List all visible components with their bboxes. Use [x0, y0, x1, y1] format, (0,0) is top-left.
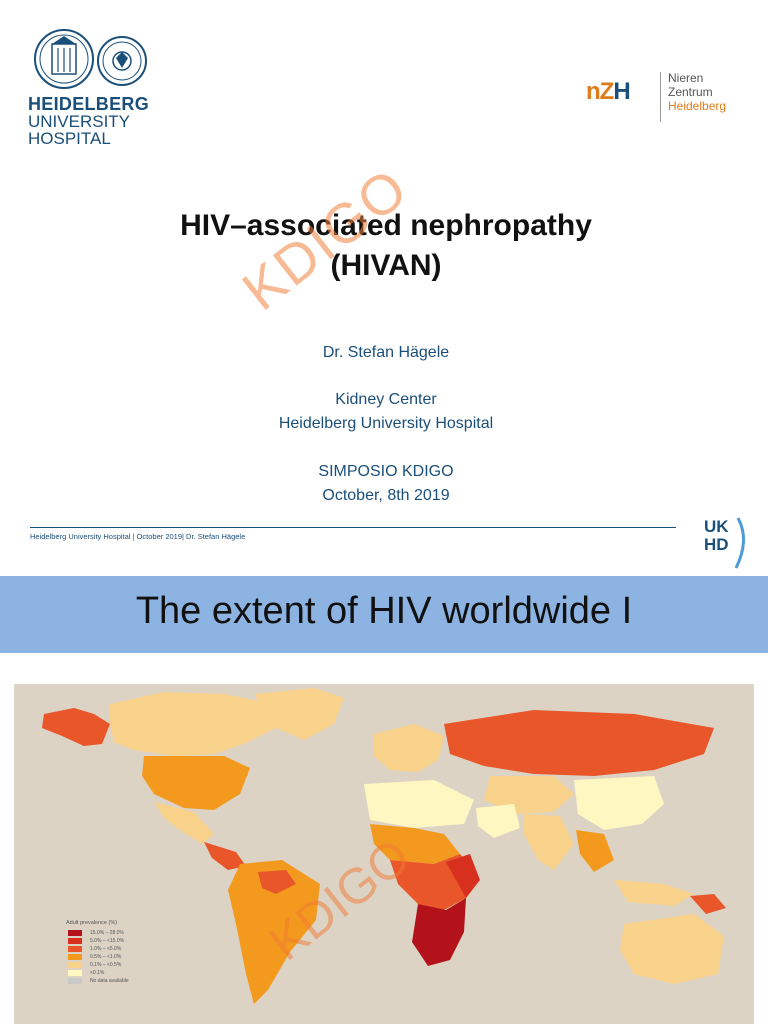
- canada-region: [110, 692, 284, 756]
- legend-label: <0.1%: [90, 970, 105, 976]
- nzh-line1: Nieren: [668, 71, 704, 85]
- legend-label: 15.0% – 28.0%: [90, 930, 124, 936]
- legend-swatch: [68, 938, 82, 944]
- legend-swatch: [68, 954, 82, 960]
- hospital-name-line1: HEIDELBERG: [28, 94, 150, 114]
- alaska-region: [42, 708, 110, 746]
- legend-swatch: [68, 962, 82, 968]
- middle-east-region: [476, 804, 520, 838]
- mexico-region: [154, 802, 214, 844]
- australia-region: [620, 914, 724, 984]
- legend-swatch: [68, 970, 82, 976]
- ukhd-logo: UK HD: [700, 514, 752, 570]
- nzh-line3: Heidelberg: [668, 99, 727, 113]
- southern-africa-region: [412, 898, 466, 966]
- world-hiv-prevalence-map: KDIGO Adult prevalence (%) 15.0% – 28.0%…: [14, 684, 754, 1024]
- hospital-name-line2: UNIVERSITY: [28, 112, 131, 131]
- footer-divider: [30, 527, 676, 528]
- event-line2: October, 8th 2019: [322, 487, 450, 504]
- greenland-region: [254, 688, 344, 740]
- hospital-name-line3: HOSPITAL: [28, 129, 111, 148]
- legend-label: 0.1% – <0.5%: [90, 962, 122, 968]
- nzh-divider: [660, 72, 661, 122]
- slide-title: HIV–associated nephropathy (HIVAN): [0, 206, 768, 286]
- west-africa-region: [370, 824, 460, 864]
- nierenzentrum-logo: nZH Nieren Zentrum Heidelberg: [586, 71, 746, 124]
- nzh-mark-a: nZ: [586, 78, 614, 105]
- southeast-asia-region: [576, 830, 614, 872]
- slide-title-line2: (HIVAN): [330, 249, 442, 282]
- south-america-region: [228, 860, 320, 1004]
- east-africa-region: [446, 854, 480, 898]
- indonesia-region: [614, 880, 694, 906]
- legend-swatch: [68, 930, 82, 936]
- nzh-mark: nZH: [586, 78, 631, 106]
- legend-label: No data available: [90, 978, 129, 984]
- author: Dr. Stefan Hägele: [322, 344, 450, 361]
- map-legend: Adult prevalence (%) 15.0% – 28.0% 5.0% …: [66, 920, 206, 1015]
- central-asia-region: [484, 776, 574, 814]
- legend-label: 5.0% – <15.0%: [90, 938, 125, 944]
- russia-region: [444, 710, 714, 776]
- map-slide: The extent of HIV worldwide I: [0, 572, 768, 1024]
- heidelberg-university-hospital-logo: HEIDELBERG UNIVERSITY HOSPITAL: [28, 28, 178, 158]
- world-map-graphic: [42, 688, 726, 1004]
- europe-region: [374, 724, 444, 772]
- north-africa-region: [364, 780, 474, 828]
- papua-new-guinea-region: [690, 894, 726, 914]
- india-region: [524, 814, 574, 870]
- affiliation-line1: Kidney Center: [335, 391, 437, 408]
- affiliation-line2: Heidelberg University Hospital: [278, 415, 494, 432]
- ukhd-arc-icon: [734, 517, 745, 569]
- hospital-name: HEIDELBERG UNIVERSITY HOSPITAL: [28, 94, 150, 148]
- nzh-mark-b: H: [613, 78, 630, 105]
- ukhd-line2: HD: [704, 535, 729, 554]
- title-slide: HEIDELBERG UNIVERSITY HOSPITAL nZH Niere…: [0, 28, 768, 570]
- legend-swatch: [68, 978, 82, 984]
- ukhd-line1: UK: [704, 517, 729, 536]
- legend-title: Adult prevalence (%): [66, 920, 118, 926]
- nzh-line2: Zentrum: [668, 85, 713, 99]
- map-slide-title: The extent of HIV worldwide I: [135, 590, 633, 632]
- legend-label: 0.5% – <1.0%: [90, 954, 122, 960]
- slide-title-line1: HIV–associated nephropathy: [180, 209, 592, 242]
- slide-title-banner: The extent of HIV worldwide I: [0, 576, 768, 653]
- event-line1: SIMPOSIO KDIGO: [318, 463, 454, 480]
- nzh-text: Nieren Zentrum Heidelberg: [668, 71, 726, 113]
- legend-label: 1.0% – <5.0%: [90, 946, 122, 952]
- guyana-region: [258, 870, 296, 894]
- usa-region: [142, 756, 250, 810]
- legend-swatch: [68, 946, 82, 952]
- china-region: [574, 776, 664, 830]
- slide-footer: Heidelberg University Hospital | October…: [30, 532, 246, 541]
- university-seal-icon: [34, 29, 147, 89]
- central-america-region: [204, 842, 246, 870]
